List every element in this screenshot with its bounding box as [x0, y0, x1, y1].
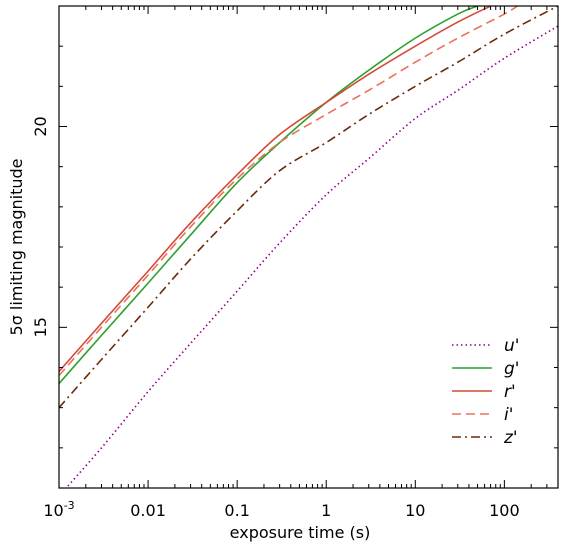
- x-tick-label-6: 100: [489, 501, 520, 520]
- x-tick-label-2: 0.01: [130, 501, 166, 520]
- x-tick-label-5: 10: [405, 501, 425, 520]
- x-tick-label-1: 10-3: [43, 499, 74, 520]
- series-line-4: [59, 6, 518, 377]
- legend: u' g' r' i' z': [452, 336, 519, 448]
- legend-label-2: g': [504, 359, 519, 379]
- y-axis-label: 5σ limiting magnitude: [7, 159, 26, 336]
- plot-frame: [58, 5, 559, 489]
- series-line-3: [59, 6, 491, 373]
- series-line-5: [59, 6, 558, 409]
- legend-label-5: z': [503, 428, 518, 448]
- legend-label-1: u': [504, 336, 519, 356]
- legend-label-4: i': [504, 405, 513, 425]
- series-layer: [59, 6, 558, 488]
- x-axis-label: exposure time (s): [230, 523, 371, 542]
- y-tick-label-2: 20: [31, 116, 50, 136]
- tick-label-layer: 10-3 0.01 0.1 1 10 100 15 20: [31, 116, 520, 520]
- legend-label-3: r': [504, 382, 516, 402]
- x-tick-label-4: 1: [321, 501, 331, 520]
- plot-area: [59, 6, 558, 488]
- x-tick-label-3: 0.1: [224, 501, 249, 520]
- y-tick-label-1: 15: [31, 317, 50, 337]
